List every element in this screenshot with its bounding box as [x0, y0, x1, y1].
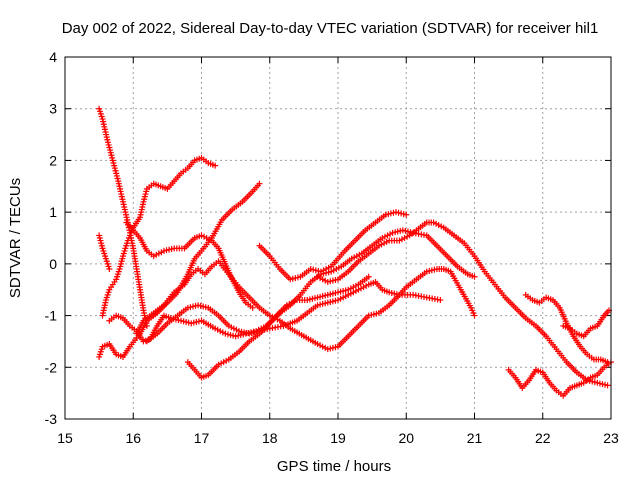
y-tick-label: 3 — [49, 101, 57, 117]
data-point — [106, 266, 113, 273]
x-tick-label: 21 — [467, 430, 483, 446]
data-point — [604, 382, 611, 389]
data-point — [604, 359, 611, 366]
x-tick-label: 23 — [603, 430, 619, 446]
data-point — [471, 273, 478, 280]
x-tick-label: 19 — [330, 430, 346, 446]
y-tick-label: -3 — [45, 411, 58, 427]
data-points — [96, 105, 614, 399]
x-tick-label: 15 — [57, 430, 73, 446]
data-point — [249, 304, 256, 311]
y-tick-label: -1 — [45, 308, 58, 324]
data-point — [256, 180, 263, 187]
x-tick-label: 18 — [262, 430, 278, 446]
grid — [65, 57, 611, 419]
y-tick-label: 4 — [49, 49, 57, 65]
x-tick-label: 20 — [398, 430, 414, 446]
plot-frame — [64, 56, 612, 420]
x-tick-label: 16 — [125, 430, 141, 446]
y-tick-label: 1 — [49, 204, 57, 220]
data-point — [437, 297, 444, 304]
data-point — [471, 312, 478, 319]
y-tick-label: -2 — [45, 359, 58, 375]
y-axis-title: SDTVAR / TECUs — [7, 178, 24, 298]
x-tick-label: 17 — [194, 430, 210, 446]
chart-title: Day 002 of 2022, Sidereal Day-to-day VTE… — [62, 20, 599, 37]
data-point — [212, 162, 219, 169]
data-point — [403, 211, 410, 218]
y-tick-label: 2 — [49, 152, 57, 168]
data-point — [365, 273, 372, 280]
y-tick-label: 0 — [49, 256, 57, 272]
x-tick-label: 22 — [535, 430, 551, 446]
x-axis-title: GPS time / hours — [277, 458, 391, 475]
